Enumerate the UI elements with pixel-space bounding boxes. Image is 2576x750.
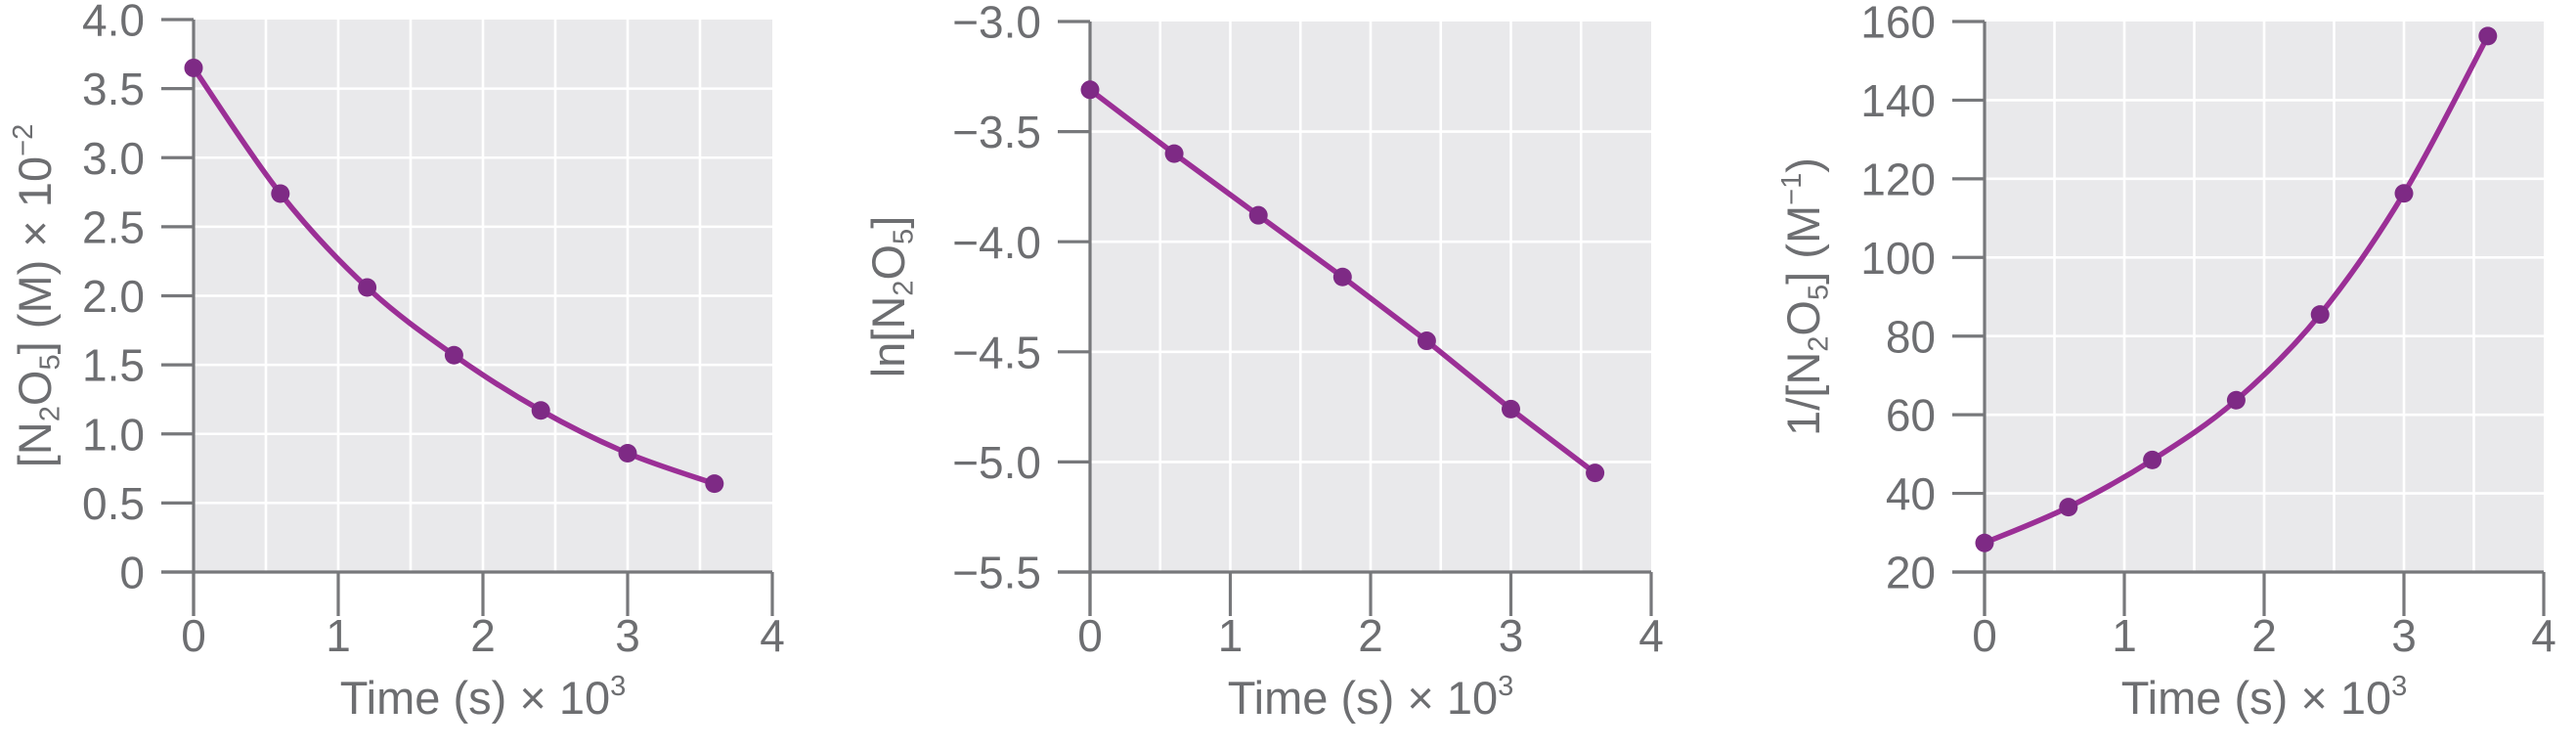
- y-axis-label: [N2O5] (M) × 10−2: [8, 124, 65, 468]
- y-tick-label: −5.0: [952, 437, 1041, 488]
- data-point: [184, 58, 203, 77]
- data-point: [2394, 184, 2414, 203]
- x-tick-label: 4: [1638, 610, 1664, 661]
- chart-inverse-concentration-vs-time: 20 40 60 80 100 120 140 160 0 1 2 3 4 Time (s) × 103 1…: [1718, 0, 2576, 750]
- y-tick-label: −4.5: [952, 327, 1041, 377]
- chart-ln-concentration-vs-time: −3.0 −3.5 −4.0 −4.5 −5.0 −5.5 0 1 2 3 4 Time (s) × …: [860, 0, 1718, 750]
- data-point: [1975, 533, 1994, 552]
- y-tick-label: 3.0: [82, 133, 145, 184]
- data-point: [1586, 463, 1605, 483]
- data-point: [2478, 26, 2498, 46]
- y-tick-label: 60: [1886, 390, 1936, 441]
- data-point: [1332, 267, 1352, 287]
- y-tick-label: 4.0: [82, 0, 145, 46]
- y-tick-label: −5.5: [952, 548, 1041, 598]
- data-point: [1417, 331, 1436, 351]
- x-axis-label: Time (s) × 103: [2121, 671, 2408, 724]
- y-tick-label: 0.5: [82, 478, 145, 529]
- data-point: [444, 345, 463, 365]
- y-tick-label: 2.5: [82, 201, 145, 252]
- y-tick-label: 40: [1886, 468, 1936, 519]
- data-point: [2143, 450, 2162, 469]
- y-tick-label: 0: [119, 548, 145, 598]
- data-point: [705, 474, 724, 494]
- data-point: [358, 278, 377, 297]
- y-tick-label: 1.0: [82, 409, 145, 460]
- data-point: [618, 444, 637, 463]
- chart-concentration-vs-time-canvas: 0 0.5 1.0 1.5 2.0 2.5 3.0 3.5 4.0 0 1 2 3 4 Time (s) ×…: [8, 0, 785, 724]
- x-tick-label: 1: [1218, 610, 1244, 661]
- data-point: [1248, 205, 1268, 225]
- y-tick-label: 100: [1860, 233, 1936, 284]
- x-tick-label: 4: [760, 610, 785, 661]
- y-tick-label: 2.0: [82, 271, 145, 322]
- data-point: [1502, 399, 1520, 419]
- x-tick-label: 3: [615, 610, 640, 661]
- data-point: [271, 184, 290, 203]
- data-point: [1080, 80, 1100, 100]
- x-tick-label: 4: [2531, 610, 2556, 661]
- data-point: [2059, 498, 2078, 517]
- x-tick-label: 3: [1499, 610, 1524, 661]
- data-point: [1164, 144, 1184, 163]
- x-tick-label: 0: [1972, 610, 1997, 661]
- data-point: [531, 401, 550, 420]
- x-tick-label: 0: [1077, 610, 1103, 661]
- x-axis-label: Time (s) × 103: [340, 671, 627, 724]
- chart-ln-concentration-vs-time-canvas: −3.0 −3.5 −4.0 −4.5 −5.0 −5.5 0 1 2 3 4 Time (s) × …: [862, 0, 1664, 724]
- y-tick-label: 160: [1860, 0, 1936, 48]
- x-tick-label: 3: [2391, 610, 2417, 661]
- data-point: [2310, 305, 2330, 325]
- x-axis-label: Time (s) × 103: [1228, 671, 1514, 724]
- y-tick-label: 1.5: [82, 340, 145, 391]
- y-tick-label: 20: [1886, 548, 1936, 598]
- x-tick-label: 1: [326, 610, 351, 661]
- x-tick-label: 2: [1358, 610, 1383, 661]
- y-tick-label: −3.0: [952, 0, 1041, 48]
- y-axis-label: ln[N2O5]: [862, 216, 920, 378]
- x-tick-label: 0: [181, 610, 206, 661]
- y-tick-label: −4.0: [952, 217, 1041, 268]
- chart-concentration-vs-time: 0 0.5 1.0 1.5 2.0 2.5 3.0 3.5 4.0 0 1 2 3 4 Time (s) ×…: [0, 0, 860, 750]
- y-tick-label: 80: [1886, 311, 1936, 362]
- y-tick-label: 140: [1860, 75, 1936, 126]
- x-tick-label: 1: [2112, 610, 2137, 661]
- x-tick-label: 2: [470, 610, 496, 661]
- x-tick-label: 2: [2251, 610, 2277, 661]
- data-point: [2226, 390, 2246, 410]
- chart-inverse-concentration-vs-time-canvas: 20 40 60 80 100 120 140 160 0 1 2 3 4 Time (s) × 103 1…: [1776, 0, 2556, 724]
- y-tick-label: 3.5: [82, 64, 145, 114]
- y-tick-label: −3.5: [952, 107, 1041, 157]
- y-axis-label: 1/[N2O5] (M−1): [1776, 157, 1834, 436]
- y-tick-label: 120: [1860, 154, 1936, 204]
